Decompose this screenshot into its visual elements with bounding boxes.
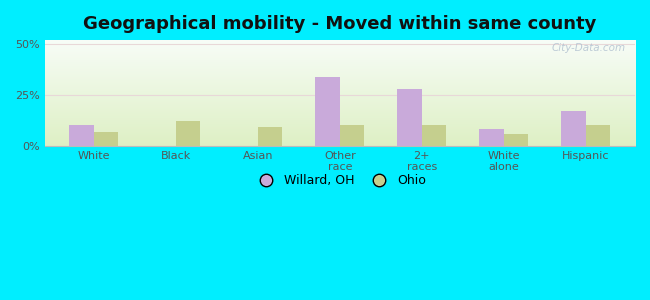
Bar (258, 128, 282, 146)
Bar (479, 130, 504, 146)
Bar (340, 125, 365, 146)
Bar (397, 89, 422, 146)
Title: Geographical mobility - Moved within same county: Geographical mobility - Moved within sam… (83, 15, 597, 33)
Bar (586, 125, 610, 146)
Bar (176, 122, 200, 146)
Bar (94, 131, 118, 146)
Bar (561, 111, 586, 146)
Bar (504, 134, 528, 146)
Bar (315, 77, 340, 146)
Bar (422, 125, 447, 146)
Legend: Willard, OH, Ohio: Willard, OH, Ohio (249, 169, 431, 192)
Bar (69, 125, 94, 146)
Text: City-Data.com: City-Data.com (552, 43, 626, 53)
